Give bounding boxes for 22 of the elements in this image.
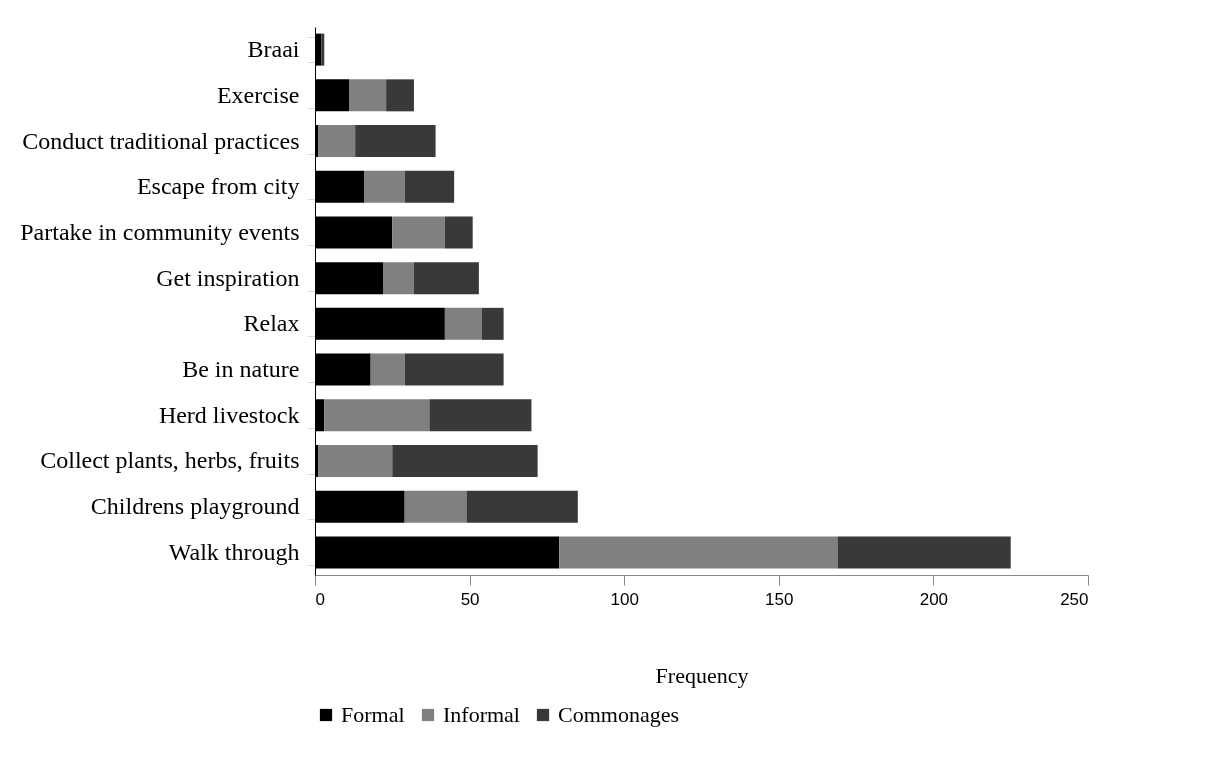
y-tick-label: Escape from city [136,173,300,200]
y-tick-label: Collect plants, herbs, fruits [40,447,300,474]
x-tick-label: 100 [610,589,639,609]
y-tick-label: Herd livestock [158,401,300,428]
x-tick-label: 250 [1060,589,1089,609]
x-tick-label: 0 [315,589,325,609]
legend-label: Commonages [558,702,679,727]
x-tick-label: 50 [460,589,480,609]
y-tick-label: Walk through [168,538,300,565]
legend-label: Informal [443,702,520,727]
x-tick-label: 150 [765,589,794,609]
y-tick-label: Get inspiration [156,264,300,291]
x-axis-title: Frequency [655,662,749,688]
y-tick-label: Childrens playground [90,493,300,520]
y-tick-label: Partake in community events [20,218,300,245]
y-tick-label: Be in nature [182,356,300,383]
y-tick-label: Braai [247,36,300,63]
x-tick-label: 200 [919,589,949,609]
y-tick-label: Conduct traditional practices [22,127,300,154]
y-tick-label: Exercise [216,81,300,108]
legend-label: Formal [341,702,405,727]
y-tick-label: Relax [243,310,300,337]
